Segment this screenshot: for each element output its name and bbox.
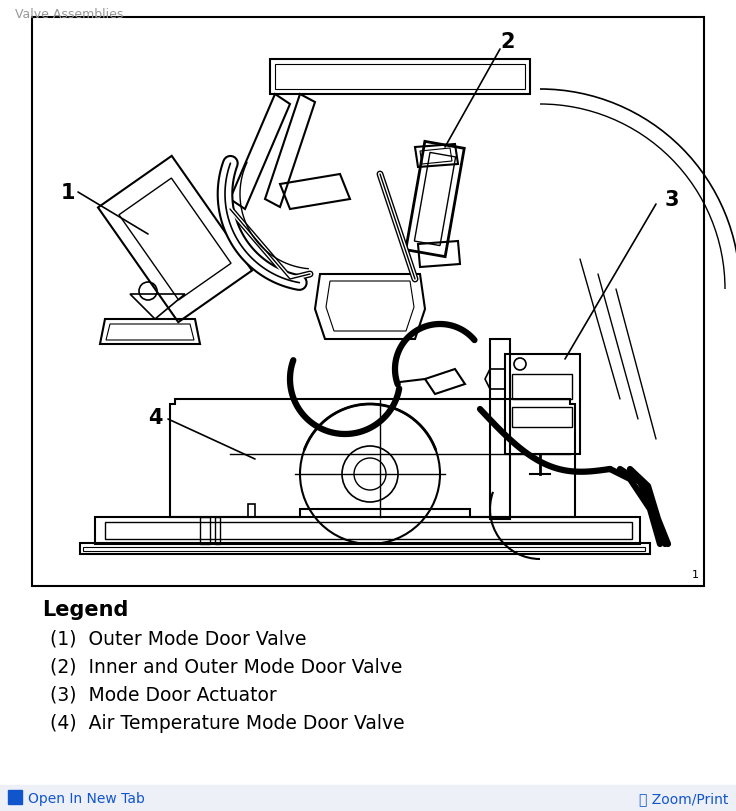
Text: ⌕ Zoom/Print: ⌕ Zoom/Print [639, 791, 728, 805]
Text: 1: 1 [61, 182, 75, 203]
Text: 3: 3 [665, 190, 679, 210]
Text: (4)  Air Temperature Mode Door Valve: (4) Air Temperature Mode Door Valve [50, 713, 405, 732]
Text: Legend: Legend [42, 599, 128, 620]
Text: 4: 4 [148, 407, 162, 427]
Bar [8, 790, 22, 804]
Text: (1)  Outer Mode Door Valve: (1) Outer Mode Door Valve [50, 629, 306, 648]
Text: 2: 2 [500, 32, 515, 52]
Text: 1: 1 [692, 569, 698, 579]
Bar [0, 785, 736, 811]
Text: (2)  Inner and Outer Mode Door Valve: (2) Inner and Outer Mode Door Valve [50, 657, 403, 676]
Text: Valve Assemblies: Valve Assemblies [15, 8, 124, 21]
Text: (3)  Mode Door Actuator: (3) Mode Door Actuator [50, 685, 277, 704]
Text: Open In New Tab: Open In New Tab [28, 791, 145, 805]
Bar [32, 18, 704, 586]
